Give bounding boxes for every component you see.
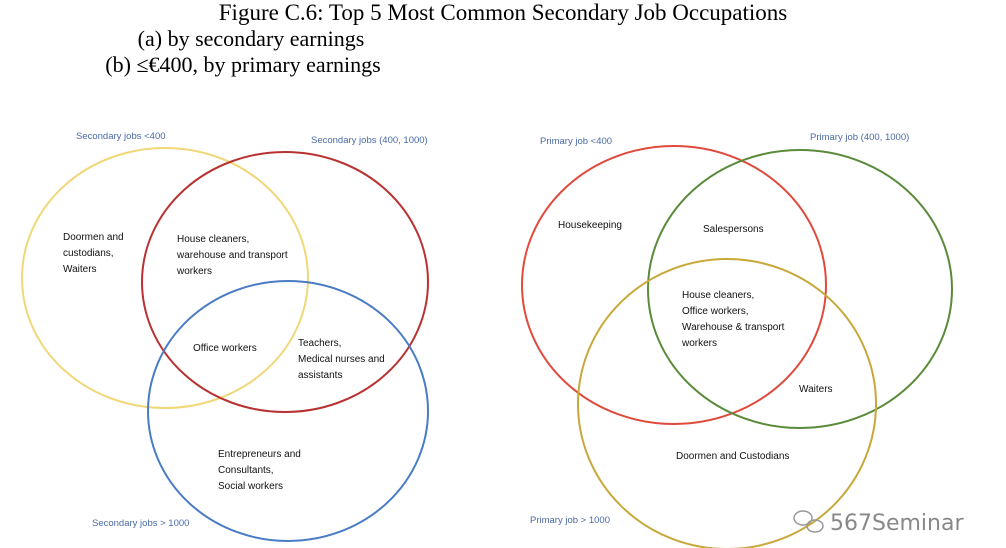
region-label-line: Entrepreneurs and: [218, 449, 301, 460]
figure-title: Figure C.6: Top 5 Most Common Secondary …: [218, 0, 788, 25]
region-label: Doormen and Custodians: [676, 451, 789, 462]
set-circle: [647, 149, 953, 429]
region-label: Office workers: [193, 343, 257, 354]
set-label: Secondary jobs <400: [76, 131, 166, 142]
set-label: Primary job <400: [540, 136, 612, 147]
region-label-line: Medical nurses and: [298, 354, 385, 365]
region-label-line: Teachers,: [298, 338, 341, 349]
panel-a-subtitle: (a) by secondary earnings: [137, 26, 365, 51]
region-label-line: workers: [176, 266, 212, 277]
set-label: Secondary jobs > 1000: [92, 518, 189, 529]
region-label-line: Waiters: [63, 264, 97, 275]
region-label-line: Salespersons: [703, 224, 764, 235]
region-label-line: Warehouse & transport: [682, 322, 785, 333]
region-label: Waiters: [799, 384, 833, 395]
region-label-line: warehouse and transport: [176, 250, 288, 261]
region-label: Doormen and custodians, Waiters: [63, 232, 124, 275]
region-label: House cleaners, Office workers, Warehouse …: [681, 290, 785, 349]
set-circle: [577, 258, 877, 548]
region-label: Teachers, Medical nurses and assistants: [298, 338, 385, 381]
set-circle: [21, 147, 309, 409]
region-label: Housekeeping: [558, 220, 622, 231]
watermark-text: 567Seminar: [830, 511, 964, 536]
region-label-line: workers: [681, 338, 717, 349]
watermark: 567Seminar: [793, 510, 964, 536]
region-label-line: Doormen and Custodians: [676, 451, 789, 462]
panel-a-venn: Secondary jobs <400 Secondary jobs (400,…: [21, 131, 429, 542]
region-label: Entrepreneurs and Consultants, Social work…: [218, 449, 301, 492]
panel-b-venn: Primary job <400 Primary job (400, 1000)…: [521, 132, 953, 548]
set-label: Secondary jobs (400, 1000): [311, 135, 428, 146]
wechat-icon: [793, 510, 824, 533]
region-label-line: House cleaners,: [682, 290, 754, 301]
region-label-line: Consultants,: [218, 465, 274, 476]
set-label: Primary job > 1000: [530, 515, 610, 526]
region-label-line: Social workers: [218, 481, 283, 492]
region-label-line: Office workers: [193, 343, 257, 354]
region-label-line: House cleaners,: [177, 234, 249, 245]
set-label: Primary job (400, 1000): [810, 132, 909, 143]
set-circle: [147, 280, 429, 542]
region-label-line: custodians,: [63, 248, 114, 259]
region-label-line: Office workers,: [682, 306, 749, 317]
region-label: Salespersons: [703, 224, 764, 235]
set-circle: [141, 151, 429, 413]
region-label-line: Housekeeping: [558, 220, 622, 231]
region-label: House cleaners, warehouse and transport wo…: [176, 234, 288, 277]
region-label-line: Doormen and: [63, 232, 124, 243]
region-label-line: assistants: [298, 370, 342, 381]
panel-b-subtitle: (b) ≤€400, by primary earnings: [105, 52, 381, 77]
set-circle: [521, 145, 827, 425]
region-label-line: Waiters: [799, 384, 833, 395]
